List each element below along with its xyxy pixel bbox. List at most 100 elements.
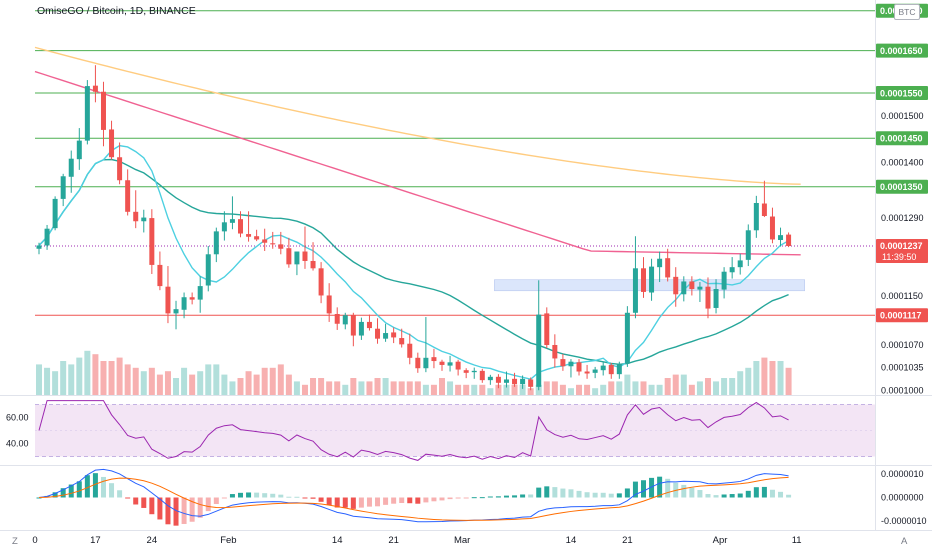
volume-bar — [253, 374, 260, 395]
macd-histogram-bar — [318, 497, 324, 502]
volume-bar — [68, 364, 75, 395]
candle-down — [576, 362, 582, 372]
time-tick-label: 11 — [792, 535, 802, 546]
support-level-tag — [876, 43, 928, 58]
macd-histogram-bar — [512, 495, 518, 498]
candle-down — [100, 91, 106, 130]
volume-bar — [584, 384, 591, 395]
candle-down — [552, 344, 558, 359]
candle-up — [632, 268, 638, 313]
candle-up — [745, 230, 751, 260]
macd-histogram-bar — [189, 497, 195, 522]
candles-layer[interactable] — [36, 65, 792, 391]
candle-up — [737, 260, 743, 268]
candle-down — [479, 370, 485, 381]
macd-histogram-bar — [270, 493, 276, 498]
rsi-tick-label: 40.00 — [6, 439, 29, 449]
candle-up — [624, 312, 630, 364]
macd-tick-label: -0.0000010 — [881, 516, 927, 526]
candle-down — [584, 371, 590, 374]
candle-down — [189, 297, 195, 300]
macd-histogram-bar — [302, 497, 308, 499]
candle-up — [229, 219, 235, 223]
candle-up — [342, 315, 348, 325]
support-level-tag-label: 0.0001550 — [880, 88, 923, 98]
macd-histogram-bar — [141, 497, 147, 508]
volume-bar — [704, 378, 711, 395]
macd-histogram-bar — [407, 497, 413, 504]
time-axis[interactable]: 0 17 24 Feb 14 21 Mar 14 21 Apr 11 — [32, 535, 801, 546]
volume-bar — [116, 357, 123, 395]
volume-bar — [672, 374, 679, 395]
macd-histogram-bar — [246, 492, 252, 498]
macd-histogram-bar — [52, 492, 58, 498]
volume-bar — [92, 354, 99, 395]
macd-histogram-bar — [383, 497, 389, 505]
volume-bar — [334, 381, 341, 395]
volume-bar — [463, 384, 470, 395]
chart-title: OmiseGO / Bitcoin, 1D, BINANCE — [37, 5, 196, 17]
volume-bar — [503, 384, 510, 395]
macd-histogram-bar — [238, 492, 243, 498]
current-price-tag — [876, 239, 928, 264]
macd-histogram-bar — [632, 481, 638, 498]
volume-bar — [785, 367, 792, 395]
volume-bar — [237, 378, 244, 395]
candle-up — [447, 362, 453, 366]
volume-bar — [108, 361, 115, 395]
candle-up — [520, 378, 526, 385]
macd-histogram-bar — [447, 497, 453, 500]
candle-down — [399, 338, 405, 345]
rsi-pane[interactable]: 60.00 40.00 — [6, 400, 875, 461]
candle-up — [213, 231, 219, 255]
macd-pane[interactable]: 0.0000010 0.0000000 -0.0000010 — [36, 468, 927, 526]
candle-up — [649, 266, 655, 293]
volume-bar — [447, 381, 454, 395]
candle-up — [205, 254, 211, 286]
currency-badge[interactable]: BTC — [894, 4, 920, 20]
candle-up — [713, 289, 719, 308]
candle-down — [769, 216, 775, 240]
time-tick-label: 0 — [32, 535, 37, 546]
countdown-label: 11:39:50 — [882, 252, 916, 262]
volume-bar — [189, 374, 196, 395]
macd-histogram-bar — [737, 493, 743, 498]
macd-histogram-bar — [157, 497, 163, 520]
candle-up — [657, 258, 663, 268]
support-level-tag-label: 0.0001650 — [880, 46, 923, 56]
macd-tick-label: 0.0000000 — [881, 493, 924, 503]
auto-scale-button[interactable]: A — [901, 536, 908, 547]
volume-bar — [414, 381, 421, 395]
volume-bar — [285, 374, 292, 395]
price-tick-label: 0.0001070 — [881, 340, 924, 350]
macd-histogram-bar — [294, 496, 300, 498]
macd-histogram-bar — [366, 497, 372, 507]
macd-histogram-bar — [657, 476, 663, 498]
candle-up — [383, 333, 389, 339]
macd-histogram-bar — [423, 497, 429, 503]
zoom-icon[interactable]: Z — [12, 536, 18, 547]
macd-histogram-bar — [205, 497, 211, 512]
volume-bar — [430, 384, 437, 395]
macd-histogram-bar — [649, 477, 655, 498]
macd-histogram-bar — [68, 484, 74, 498]
candle-up — [197, 286, 203, 300]
price-axis[interactable]: 0.00017500.00016500.00015500.00015000.00… — [881, 6, 924, 395]
candle-down — [366, 321, 372, 329]
volume-bar — [366, 381, 373, 395]
macd-histogram-bar — [576, 490, 582, 498]
candle-down — [326, 295, 332, 314]
rsi-tick-label: 60.00 — [6, 413, 29, 423]
macd-histogram-bar — [705, 494, 711, 498]
candle-up — [487, 376, 493, 381]
candle-down — [705, 286, 711, 309]
candle-down — [455, 361, 461, 370]
candle-down — [528, 379, 534, 387]
candle-up — [68, 158, 74, 177]
candle-down — [689, 281, 695, 290]
candle-down — [407, 343, 413, 358]
volume-bar — [350, 378, 357, 395]
candle-up — [84, 86, 90, 141]
volume-bar — [737, 371, 744, 395]
